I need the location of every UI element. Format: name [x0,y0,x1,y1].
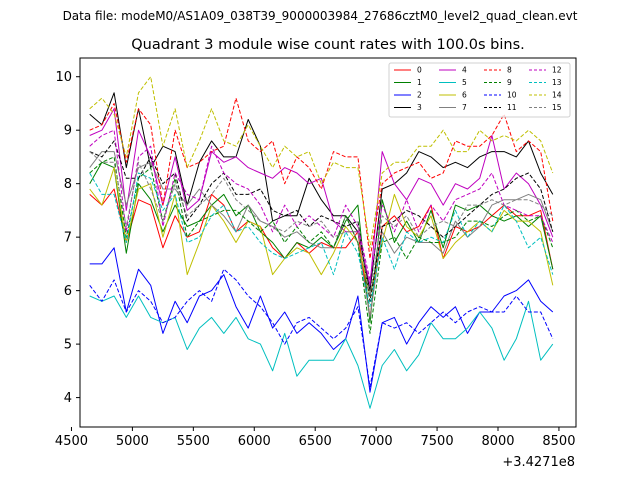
legend-label-12: 12 [552,66,562,75]
x-tick-label: 5000 [116,434,149,449]
legend-label-15: 15 [552,103,562,112]
series-line-13 [89,172,554,308]
legend-label-5: 5 [462,78,467,87]
file-label: Data file: modeM0/AS1A09_038T39_90000039… [63,9,578,23]
y-tick-label: 6 [64,284,72,299]
series-line-14 [89,76,554,249]
series-lines [89,76,554,409]
legend-label-11: 11 [507,103,517,112]
legend-label-14: 14 [552,91,562,100]
legend-label-6: 6 [462,91,467,100]
x-offset-label: +3.4271e8 [502,455,575,470]
legend-label-1: 1 [417,78,422,87]
series-line-9 [89,156,554,334]
x-tick-label: 8500 [542,434,575,449]
series-line-11 [89,140,554,302]
series-line-10 [89,268,554,388]
y-tick-label: 7 [64,231,72,246]
x-tick-label: 7500 [421,434,454,449]
series-line-0 [89,188,554,318]
legend-label-10: 10 [507,91,517,100]
x-tick-label: 5500 [177,434,210,449]
series-line-12 [89,129,554,281]
x-tick-label: 7000 [360,434,393,449]
legend-label-13: 13 [552,78,562,87]
y-tick-label: 10 [55,70,72,85]
x-tick-label: 6500 [299,434,332,449]
x-tick-label: 6000 [238,434,271,449]
plot-frame [79,57,577,428]
legend-label-4: 4 [462,66,467,75]
axes: 4500 5000 5500 6000 6500 7000 7500 8000 8500 4 5 6 7… [55,57,577,449]
series-line-5 [89,295,554,409]
series-line-7 [89,151,554,318]
series-line-15 [89,151,554,297]
y-tick-label: 9 [64,124,72,139]
legend-label-8: 8 [507,66,512,75]
legend-label-9: 9 [507,78,512,87]
legend-label-2: 2 [417,91,422,100]
y-tick-label: 4 [64,391,72,406]
series-line-6 [89,167,554,297]
legend-label-0: 0 [417,66,422,75]
chart-title: Quadrant 3 module wise count rates with … [131,37,525,53]
legend-label-7: 7 [462,103,467,112]
series-line-2 [89,247,554,393]
legend-box [388,62,571,118]
y-tick-label: 5 [64,338,72,353]
legend-label-3: 3 [417,103,422,112]
y-tick-label: 8 [64,177,72,192]
series-line-3 [89,92,554,292]
x-tick-label: 8000 [481,434,514,449]
x-tick-label: 4500 [55,434,88,449]
